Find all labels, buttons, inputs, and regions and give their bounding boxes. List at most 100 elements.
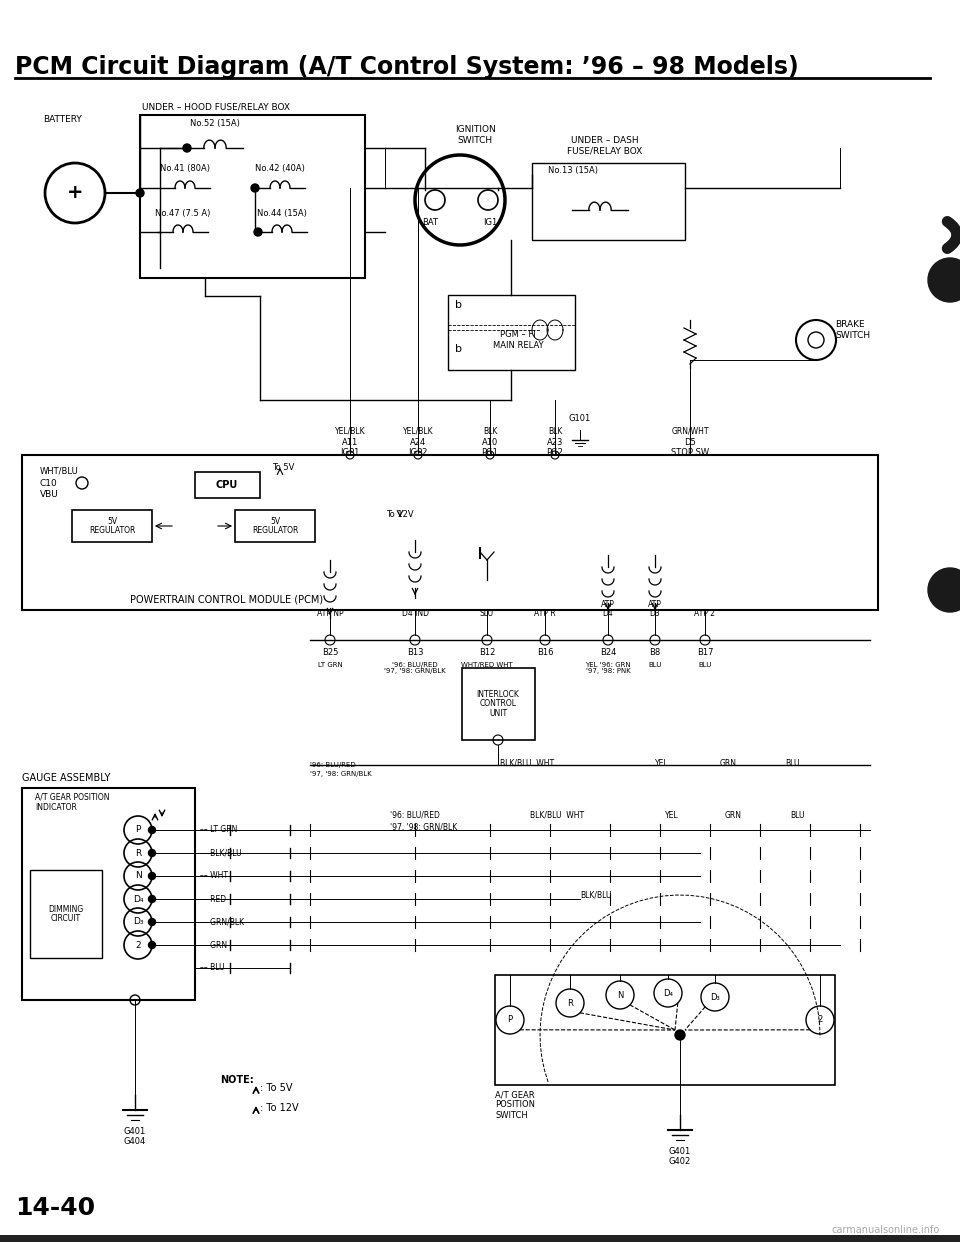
Text: BLU: BLU [648, 662, 661, 668]
Circle shape [251, 184, 259, 193]
Text: BLK: BLK [548, 427, 563, 436]
Text: –– GRN: –– GRN [200, 940, 228, 949]
Text: WHT/RED WHT: WHT/RED WHT [461, 662, 513, 668]
Text: –– RED: –– RED [200, 894, 227, 903]
Text: G401
G402: G401 G402 [669, 1148, 691, 1166]
Bar [140, 116, 365, 278]
Text: R: R [134, 848, 141, 857]
Text: VBU: VBU [40, 491, 59, 499]
Text: B13: B13 [407, 648, 423, 657]
Text: BAT: BAT [422, 219, 438, 227]
Text: B16: B16 [537, 648, 553, 657]
Text: No.47 (7.5 A): No.47 (7.5 A) [156, 209, 210, 219]
Text: R: R [567, 999, 573, 1007]
Text: IG1: IG1 [483, 219, 497, 227]
Text: –– LT GRN: –– LT GRN [200, 826, 237, 835]
Text: carmanualsonline.info: carmanualsonline.info [831, 1225, 940, 1235]
Bar [462, 668, 535, 740]
Text: G101: G101 [569, 414, 591, 424]
Text: CPU: CPU [216, 479, 238, 491]
Text: YEL: YEL [665, 811, 679, 820]
Text: –– BLU: –– BLU [200, 964, 225, 972]
Text: P: P [508, 1016, 513, 1025]
Text: YEL/BLK: YEL/BLK [335, 427, 366, 436]
Text: PCM Circuit Diagram (A/T Control System: ’96 – 98 Models): PCM Circuit Diagram (A/T Control System:… [15, 55, 799, 79]
Text: No.52 (15A): No.52 (15A) [190, 119, 240, 128]
Text: D₃: D₃ [132, 918, 143, 927]
Circle shape [149, 941, 156, 949]
Text: No.44 (15A): No.44 (15A) [257, 209, 307, 219]
Circle shape [149, 850, 156, 857]
Text: D₃: D₃ [710, 992, 720, 1001]
Text: A23: A23 [547, 438, 564, 447]
Bar [532, 163, 685, 240]
Text: BLK: BLK [483, 427, 497, 436]
Text: A24: A24 [410, 438, 426, 447]
Circle shape [254, 229, 262, 236]
Text: 2: 2 [817, 1016, 823, 1025]
Text: '97, '98: GRN/BLK: '97, '98: GRN/BLK [310, 771, 372, 777]
Text: DIMMING
CIRCUIT: DIMMING CIRCUIT [48, 904, 84, 923]
Text: '96: BLU/RED: '96: BLU/RED [390, 811, 440, 820]
Text: : To 5V: : To 5V [260, 1083, 293, 1093]
Text: PG1: PG1 [482, 448, 498, 457]
Text: STOP SW: STOP SW [671, 448, 709, 457]
Circle shape [149, 895, 156, 903]
Text: No.13 (15A): No.13 (15A) [548, 166, 598, 175]
Text: b: b [455, 344, 462, 354]
Text: : To 12V: : To 12V [260, 1103, 299, 1113]
Text: IGNITION
SWITCH: IGNITION SWITCH [455, 125, 495, 145]
Text: YEL '96: GRN
'97, '98: PNK: YEL '96: GRN '97, '98: PNK [586, 662, 631, 674]
Text: To 12V: To 12V [386, 510, 414, 519]
Text: ATP
D4: ATP D4 [601, 600, 615, 619]
Text: LT GRN: LT GRN [318, 662, 343, 668]
Text: '97, '98: GRN/BLK: '97, '98: GRN/BLK [390, 823, 457, 832]
Bar [22, 455, 878, 610]
Text: IGP2: IGP2 [408, 448, 428, 457]
Text: GAUGE ASSEMBLY: GAUGE ASSEMBLY [22, 773, 110, 782]
Text: G401
G404: G401 G404 [124, 1126, 146, 1146]
Text: YEL/BLK: YEL/BLK [402, 427, 433, 436]
Text: YEL: YEL [655, 759, 668, 768]
Text: D₄: D₄ [663, 989, 673, 997]
Text: B24: B24 [600, 648, 616, 657]
Text: P: P [135, 826, 141, 835]
Text: GRN: GRN [725, 811, 742, 820]
Text: UNDER – DASH
FUSE/RELAY BOX: UNDER – DASH FUSE/RELAY BOX [567, 135, 642, 155]
Bar [235, 510, 315, 542]
Text: BATTERY: BATTERY [42, 116, 82, 124]
Text: GRN: GRN [720, 759, 737, 768]
Text: BLU: BLU [698, 662, 711, 668]
Text: ATP
D3: ATP D3 [648, 600, 662, 619]
Text: D5: D5 [684, 438, 696, 447]
Bar [495, 975, 835, 1086]
Circle shape [675, 1030, 685, 1040]
Text: PG2: PG2 [546, 448, 564, 457]
Text: D4 IND: D4 IND [401, 609, 428, 619]
Text: B17: B17 [697, 648, 713, 657]
Text: N: N [617, 991, 623, 1000]
Circle shape [928, 568, 960, 612]
Text: BLK/BLU  WHT: BLK/BLU WHT [500, 759, 554, 768]
Text: –– WHT: –– WHT [200, 872, 228, 881]
Text: UNDER – HOOD FUSE/RELAY BOX: UNDER – HOOD FUSE/RELAY BOX [142, 103, 290, 112]
Text: B8: B8 [649, 648, 660, 657]
Text: B25: B25 [322, 648, 338, 657]
Bar [30, 869, 102, 958]
Circle shape [183, 144, 191, 152]
Text: 5V
REGULATOR: 5V REGULATOR [252, 517, 299, 535]
Text: To 5V: To 5V [272, 463, 295, 472]
Text: '96: BLU/RED: '96: BLU/RED [310, 763, 355, 768]
Text: BLU: BLU [790, 811, 804, 820]
Text: ATP NP: ATP NP [317, 609, 344, 619]
Text: SLU: SLU [480, 609, 494, 619]
Text: BRAKE
SWITCH: BRAKE SWITCH [835, 320, 870, 340]
Text: INTERLOCK
CONTROL
UNIT: INTERLOCK CONTROL UNIT [476, 689, 519, 718]
Text: BLK/BLU  WHT: BLK/BLU WHT [530, 811, 584, 820]
Text: A/T GEAR POSITION
INDICATOR: A/T GEAR POSITION INDICATOR [35, 792, 109, 812]
Text: B12: B12 [479, 648, 495, 657]
Bar [72, 510, 152, 542]
Text: ATP R: ATP R [534, 609, 556, 619]
Text: –– BLK/BLU: –– BLK/BLU [200, 848, 242, 857]
Text: '96: BLU/RED
'97, '98: GRN/BLK: '96: BLU/RED '97, '98: GRN/BLK [384, 662, 445, 674]
